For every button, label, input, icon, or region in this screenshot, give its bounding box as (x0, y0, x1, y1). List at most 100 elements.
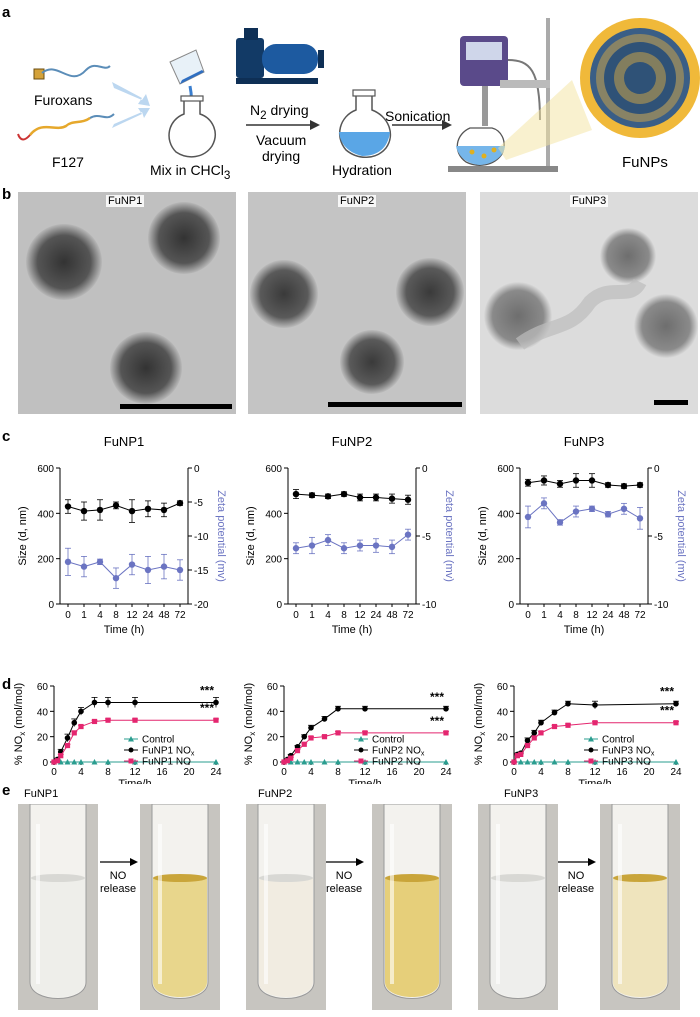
n2-label-suffix: drying (266, 102, 309, 118)
furoxan-molecule-icon (33, 64, 111, 80)
data-point (54, 758, 60, 764)
x-tick-label: 72 (174, 610, 186, 621)
legend-marker (358, 736, 364, 742)
data-point (524, 479, 532, 486)
data-point (592, 720, 598, 726)
data-point (572, 508, 580, 515)
legend-entry: FuNP1 NOx (142, 746, 195, 758)
data-point (531, 735, 537, 741)
data-point (565, 722, 571, 728)
legend-entry: Control (372, 735, 404, 746)
x-axis-label: Time (h) (564, 624, 605, 636)
vial-highlight (390, 824, 394, 984)
x-tick-label: 20 (183, 767, 195, 778)
data-point (362, 706, 368, 712)
legend-entry-sub: x (191, 751, 195, 758)
x-tick-label: 24 (370, 610, 382, 621)
data-point (78, 759, 84, 765)
data-point (514, 753, 520, 759)
x-tick-label: 1 (81, 610, 87, 621)
arrow-note-3-line1: NO (567, 870, 585, 882)
data-point (372, 494, 380, 501)
vial-icon (600, 804, 680, 1010)
data-point (588, 477, 596, 484)
data-point (335, 759, 341, 765)
data-point (80, 563, 88, 570)
schematic-diagram (17, 18, 700, 172)
x-tick-label: 24 (210, 767, 222, 778)
x-tick-label: 20 (413, 767, 425, 778)
legend-entry-sub: x (421, 751, 425, 758)
y2-tick-label: -10 (422, 600, 437, 611)
release-arrow-icon (326, 858, 364, 866)
data-point (565, 759, 571, 765)
y2-tick-label: -5 (194, 498, 203, 509)
data-point (551, 709, 558, 716)
x-tick-label: 0 (51, 767, 57, 778)
arrow-note-3: NO release (558, 870, 594, 896)
x-tick-label: 8 (341, 610, 347, 621)
vial-photo-5 (478, 804, 558, 1010)
vial-highlight (158, 824, 162, 984)
y-tick-label: 60 (267, 682, 279, 693)
data-point (673, 700, 679, 707)
data-point (572, 477, 580, 484)
legend-entry-text: Control (372, 735, 404, 746)
x-tick-label: 0 (293, 610, 299, 621)
x-tick-label: 12 (586, 610, 598, 621)
data-point (105, 699, 111, 706)
vial-highlight (36, 824, 40, 984)
process-arrow-icon (246, 120, 320, 130)
data-point (105, 717, 111, 723)
significance-mark: *** (200, 701, 214, 715)
vial-liquid (613, 878, 667, 997)
data-point (636, 481, 644, 489)
legend-marker (588, 736, 594, 742)
legend-entry-text: FuNP1 NO (142, 757, 191, 768)
x-tick-label: 4 (325, 610, 331, 621)
arrow-note-2-line2: release (326, 883, 363, 895)
data-point (294, 759, 301, 765)
data-point (524, 513, 532, 521)
data-point (443, 759, 449, 765)
data-point (213, 759, 219, 765)
significance-mark: *** (200, 683, 214, 697)
data-point (673, 759, 679, 765)
data-point (91, 718, 98, 725)
data-point (112, 574, 120, 582)
n2-label-text: N (250, 102, 261, 118)
x-tick-label: 0 (281, 767, 287, 778)
tem-image-funp3: FuNP3 (480, 192, 698, 414)
legend-entry-text: FuNP3 NO (602, 757, 651, 768)
legend-entry: FuNP3 NO (602, 757, 651, 768)
tem-micrograph-2 (248, 192, 466, 414)
vial-icon (140, 804, 220, 1010)
data-point (144, 566, 152, 574)
y-tick-label: 0 (276, 600, 282, 611)
y2-tick-label: -10 (194, 532, 209, 543)
x-tick-label: 72 (402, 610, 414, 621)
vial-liquid (153, 878, 207, 997)
data-point (620, 505, 628, 512)
data-point (388, 543, 396, 551)
legend-entry-text: Control (142, 735, 174, 746)
data-point (51, 759, 57, 765)
data-point (71, 759, 78, 765)
y2-axis-label: Zeta potential (mv) (215, 490, 227, 582)
legend-entry-text: FuNP1 NO (142, 746, 191, 757)
data-point (324, 493, 332, 500)
data-point (524, 737, 531, 744)
data-point (96, 558, 104, 566)
vial-icon (372, 804, 452, 1010)
data-point (176, 566, 184, 574)
vial-liquid (31, 878, 85, 997)
vial-liquid (491, 878, 545, 997)
y-tick-label: 0 (48, 600, 54, 611)
y-axis-label-main: % NO (13, 735, 25, 765)
data-point (517, 759, 524, 765)
x-axis-label: Time (h) (104, 624, 145, 636)
y2-tick-label: -5 (654, 532, 663, 543)
panel-label-e: e (2, 782, 11, 799)
